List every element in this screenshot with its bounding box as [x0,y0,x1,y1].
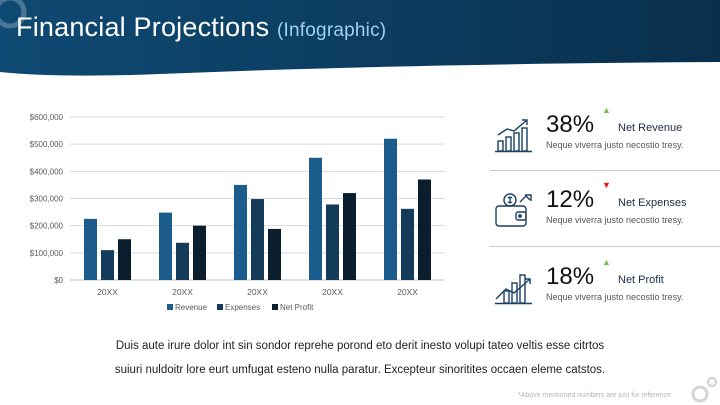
bar-expenses [251,199,264,280]
kpi-percent: 38% [546,111,595,138]
body-text-line-2: suiuri nuldoitr lore eurt umfugat esteno… [114,364,606,376]
y-tick-label: $300,000 [30,195,64,204]
bar-net-profit [418,179,431,280]
bar-revenue [309,157,322,280]
trend-down-icon: ▼ [602,180,611,190]
kpi-divider [490,170,720,171]
legend-label: Net Profit [280,303,314,312]
legend-label: Revenue [175,303,208,312]
kpi-net-expenses: 12% ▼ Net Expenses Neque viverra justo n… [490,180,712,248]
bar-net-profit [343,193,356,280]
y-tick-label: $200,000 [30,222,64,231]
kpi-label: Net Profit [618,274,664,286]
body-text-line-1: Duis aute irure dolor int sin sondor rep… [115,340,605,352]
kpi-percent: 12% [546,186,595,213]
trend-up-icon: ▲ [602,257,611,267]
legend-label: Expenses [225,303,260,312]
bar-expenses [326,204,339,280]
chart-growth-icon [495,119,532,153]
kpi-net-profit: 18% ▲ Net Profit Neque viverra justo nec… [490,257,712,325]
header-background [0,0,720,76]
bar-revenue [159,212,172,280]
x-tick-label: 20XX [322,287,343,297]
y-tick-label: $500,000 [30,140,64,149]
y-tick-label: $100,000 [30,249,64,258]
legend-swatch [217,304,223,310]
kpi-description: Neque viverra justo necostio tresy. [546,292,684,302]
kpi-description: Neque viverra justo necostio tresy. [546,140,684,150]
trend-up-icon: ▲ [602,105,611,115]
kpi-divider [490,246,720,247]
bar-chart: $0 $100,000 $200,000 $300,000 $400,000 $500,0… [30,113,445,312]
title-subtitle: (Infographic) [277,20,387,41]
bar-net-profit [193,225,206,280]
y-tick-label: $600,000 [30,113,64,122]
y-tick-label: $0 [54,276,63,285]
bar-revenue [384,138,397,280]
kpi-label: Net Revenue [618,122,683,134]
bar-revenue [84,218,97,280]
kpi-label: Net Expenses [618,197,687,209]
x-tick-label: 20XX [172,287,193,297]
bar-expenses [401,208,414,280]
legend-swatch [167,304,173,310]
bar-expenses [101,250,114,280]
footnote: *Above mentioned numbers are just for re… [518,392,671,399]
legend-swatch [272,304,278,310]
header-banner: Financial Projections (Infographic) [0,0,720,76]
bar-expenses [176,242,189,280]
page-title: Financial Projections (Infographic) [16,12,386,43]
kpi-percent: 18% [546,263,595,290]
bar-net-profit [118,239,131,280]
gear-decoration-icon [691,376,718,403]
kpi-net-revenue: 38% ▲ Net Revenue Neque viverra justo ne… [490,105,712,173]
profit-chart-icon [495,274,532,305]
y-tick-label: $400,000 [30,167,64,176]
x-tick-label: 20XX [397,287,418,297]
wallet-icon [495,193,532,227]
x-tick-label: 20XX [247,287,268,297]
title-main: Financial Projections [16,12,270,42]
bar-net-profit [268,228,281,280]
x-tick-label: 20XX [97,287,118,297]
kpi-description: Neque viverra justo necostio tresy. [546,215,684,225]
bar-revenue [234,184,247,280]
